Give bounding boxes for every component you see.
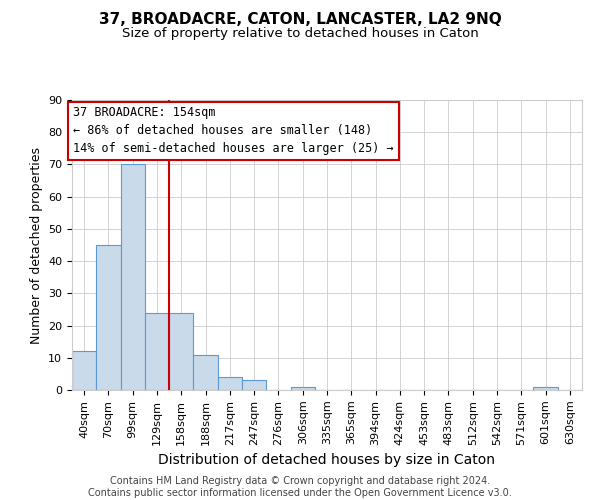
Text: 37, BROADACRE, CATON, LANCASTER, LA2 9NQ: 37, BROADACRE, CATON, LANCASTER, LA2 9NQ bbox=[98, 12, 502, 28]
Text: Size of property relative to detached houses in Caton: Size of property relative to detached ho… bbox=[122, 28, 478, 40]
Bar bbox=[169, 312, 193, 390]
Text: 37 BROADACRE: 154sqm
← 86% of detached houses are smaller (148)
14% of semi-deta: 37 BROADACRE: 154sqm ← 86% of detached h… bbox=[73, 106, 394, 156]
Bar bbox=[193, 354, 218, 390]
Text: Contains HM Land Registry data © Crown copyright and database right 2024.
Contai: Contains HM Land Registry data © Crown c… bbox=[88, 476, 512, 498]
X-axis label: Distribution of detached houses by size in Caton: Distribution of detached houses by size … bbox=[158, 453, 496, 467]
Bar bbox=[242, 380, 266, 390]
Bar bbox=[145, 312, 169, 390]
Bar bbox=[218, 377, 242, 390]
Bar bbox=[72, 352, 96, 390]
Bar bbox=[121, 164, 145, 390]
Bar bbox=[533, 387, 558, 390]
Bar bbox=[96, 245, 121, 390]
Y-axis label: Number of detached properties: Number of detached properties bbox=[29, 146, 43, 344]
Bar bbox=[290, 387, 315, 390]
